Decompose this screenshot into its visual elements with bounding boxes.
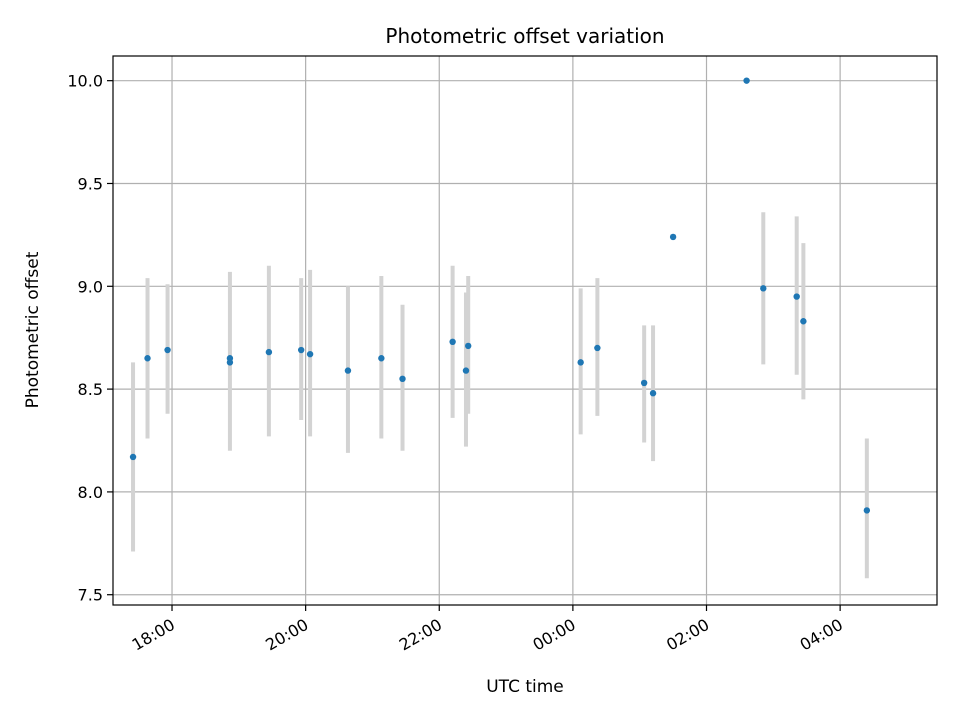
data-point xyxy=(465,342,472,350)
data-point xyxy=(640,379,648,387)
data-point xyxy=(800,318,807,325)
y-tick-label: 9.5 xyxy=(78,174,103,193)
data-point xyxy=(863,507,871,514)
data-point xyxy=(449,338,456,346)
data-point xyxy=(265,348,273,356)
data-point xyxy=(743,77,750,84)
data-point xyxy=(226,359,234,366)
data-point xyxy=(594,344,601,352)
data-point xyxy=(306,350,314,358)
data-point xyxy=(760,285,767,292)
y-tick-label: 8.0 xyxy=(78,483,103,502)
data-point xyxy=(378,355,385,362)
data-point xyxy=(297,346,305,354)
y-tick-label: 9.0 xyxy=(78,277,103,296)
x-axis-label: UTC time xyxy=(486,677,564,697)
grid xyxy=(113,56,937,605)
chart-title: Photometric offset variation xyxy=(385,24,664,48)
y-tick-label: 7.5 xyxy=(78,586,103,605)
data-point xyxy=(462,367,470,374)
plot-frame xyxy=(112,55,938,606)
data-point xyxy=(164,346,171,354)
y-axis-ticks: 7.5 8.0 8.5 9.0 9.5 10.0 xyxy=(67,72,113,605)
data-point xyxy=(669,233,677,241)
data-point xyxy=(129,453,137,461)
data-point xyxy=(793,293,800,300)
data-point xyxy=(399,375,406,383)
data-point xyxy=(577,359,584,366)
data-point xyxy=(649,390,657,397)
data-point xyxy=(344,367,352,374)
data-points xyxy=(129,77,871,514)
y-tick-label: 10.0 xyxy=(67,72,103,91)
y-tick-label: 8.5 xyxy=(78,380,103,399)
y-axis-label: Photometric offset xyxy=(23,251,43,408)
data-point xyxy=(144,355,151,362)
